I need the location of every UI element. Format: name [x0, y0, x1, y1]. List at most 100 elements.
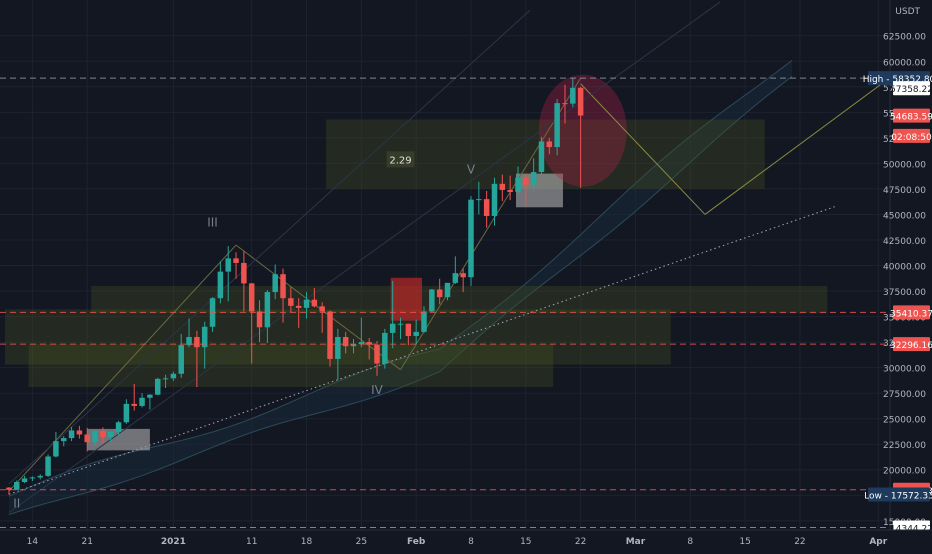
candle-body: [115, 422, 122, 432]
candle-2021-02-12: [499, 174, 506, 202]
price-tag-box: [868, 487, 930, 502]
candle-body: [311, 299, 318, 307]
candles: [6, 78, 584, 495]
price-tag-text: High - 58352.80: [863, 75, 932, 85]
candle-2021-02-13: [507, 175, 513, 201]
candle-2021-01-20: [319, 302, 325, 333]
price-tag-box: [893, 305, 930, 320]
candle-body: [123, 403, 130, 423]
candle-2020-12-15: [37, 474, 43, 480]
time-tick-label: 15: [739, 537, 750, 547]
candle-body: [436, 289, 443, 298]
candle-2021-02-05: [444, 282, 451, 301]
candle-2020-12-13: [21, 475, 28, 484]
candle-2020-12-11: [6, 487, 12, 495]
channel-lower: [8, 1, 721, 514]
candle-2021-01-21: [327, 310, 333, 367]
candle-2021-02-16: [530, 158, 537, 194]
candle-2020-12-28: [139, 393, 145, 408]
candle-2021-01-29: [389, 280, 396, 349]
candle-2020-12-29: [147, 394, 153, 410]
candle-2021-01-19: [311, 287, 318, 308]
candle-body: [570, 87, 576, 104]
candle-2021-02-18: [546, 137, 553, 155]
price-tick-label: 62500.00: [883, 33, 926, 43]
candle-2020-12-14: [29, 476, 36, 481]
candle-body: [382, 332, 388, 364]
price-tick-label: 40000.00: [883, 263, 926, 273]
time-tick-label: 2021: [161, 537, 186, 547]
candle-body: [162, 378, 169, 380]
time-tick-label: Apr: [869, 537, 887, 547]
candle-body: [264, 292, 271, 328]
dotted-trendline: [8, 205, 837, 495]
candle-2020-12-18: [60, 436, 67, 447]
candle-2021-02-21: [570, 78, 576, 108]
candle-body: [460, 273, 466, 278]
price-tick-label: 30000.00: [883, 365, 926, 375]
candle-body: [147, 394, 153, 398]
candle-2020-12-21: [84, 427, 90, 452]
ratio-label-bg: [386, 151, 415, 168]
price-tick-label: 20000.00: [883, 467, 926, 477]
candle-2021-01-09: [233, 252, 239, 279]
zone-low: [28, 344, 554, 388]
candle-2021-01-14: [272, 264, 278, 300]
channel-upper: [8, 9, 531, 485]
candle-body: [280, 274, 286, 299]
candle-body: [389, 323, 396, 333]
price-tag-low: Low - 17572.33: [864, 487, 932, 502]
candle-body: [53, 441, 59, 457]
candle-body: [397, 323, 404, 325]
candle-2020-12-24: [107, 430, 114, 443]
time-axis: 14 21 2021 11 18 25 Feb 8 15 22 Mar 8 15 22 Apr: [0, 529, 932, 550]
candle-body: [319, 306, 325, 312]
price-tick-label: 50000.00: [883, 160, 926, 170]
cloud-edge-bottom: [8, 75, 793, 516]
candle-2021-01-04: [194, 330, 200, 388]
candle-2021-01-27: [374, 341, 380, 376]
candle-body: [507, 189, 513, 192]
candle-2020-12-12: [14, 480, 20, 491]
price-tick-label: 42500.00: [883, 237, 926, 247]
candle-body: [538, 141, 545, 173]
candle-2021-02-15: [523, 173, 529, 207]
candle-2021-01-06: [209, 297, 216, 332]
candle-body: [491, 183, 498, 216]
candle-body: [154, 378, 161, 395]
candle-body: [421, 311, 427, 332]
candle-body: [92, 430, 98, 443]
wave-label-IV: IV: [371, 383, 384, 397]
candle-body: [413, 331, 419, 336]
candle-2020-12-25: [115, 420, 122, 436]
candle-2020-12-16: [45, 454, 51, 477]
candle-2021-02-03: [429, 288, 435, 313]
candle-body: [358, 342, 365, 345]
candle-body: [468, 199, 474, 278]
candle-body: [131, 403, 137, 406]
candle-2021-01-03: [186, 318, 192, 348]
price-lines: [0, 77, 890, 529]
candle-body: [523, 177, 529, 185]
candle-2021-01-12: [256, 300, 263, 343]
price-tag-last-close: 57358.22: [890, 81, 932, 96]
candle-2021-02-07: [460, 268, 466, 293]
candle-body: [68, 430, 75, 439]
candle-2021-02-22: [577, 86, 584, 188]
time-tick-label: 11: [246, 537, 257, 547]
candle-body: [60, 438, 67, 442]
candle-2020-12-17: [53, 431, 59, 458]
impulse-line-2: [235, 244, 401, 371]
candle-body: [303, 299, 310, 308]
price-tick-label: 22500.00: [883, 441, 926, 451]
price-tag-level-32296: 32296.16: [890, 337, 932, 352]
candle-body: [107, 431, 114, 438]
price-tag-current-price: 54683.59: [890, 108, 932, 123]
candle-body: [194, 336, 200, 348]
time-tick-label: 8: [468, 537, 474, 547]
candle-2021-01-01: [170, 371, 177, 381]
candle-2021-01-22: [335, 328, 341, 380]
candle-2021-01-08: [225, 246, 231, 302]
